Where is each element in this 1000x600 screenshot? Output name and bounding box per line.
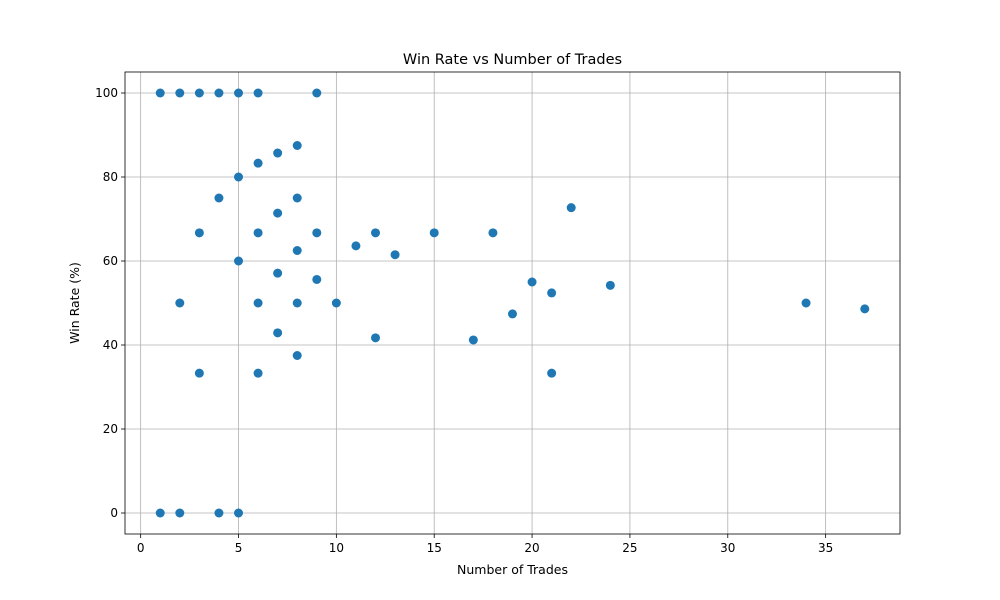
data-point — [351, 241, 361, 251]
data-point — [194, 228, 204, 238]
data-point — [508, 309, 517, 319]
data-point — [175, 88, 185, 98]
data-point — [801, 298, 811, 308]
grid-lines — [125, 72, 900, 534]
data-point — [547, 288, 557, 298]
y-axis-label: Win Rate (%) — [67, 262, 82, 344]
data-point — [390, 250, 400, 260]
data-point — [253, 228, 263, 238]
data-point — [292, 298, 302, 308]
data-point — [234, 508, 244, 518]
data-point — [234, 88, 244, 98]
data-point — [488, 228, 498, 238]
data-point — [253, 298, 263, 308]
data-points — [155, 88, 870, 518]
y-tick-label: 80 — [103, 170, 118, 184]
data-point — [253, 88, 263, 98]
x-tick-label: 25 — [622, 541, 637, 555]
data-point — [292, 351, 302, 360]
data-point — [214, 508, 224, 518]
data-point — [566, 203, 576, 213]
x-tick-label: 10 — [329, 541, 344, 555]
x-tick-label: 35 — [818, 541, 833, 555]
data-point — [312, 274, 322, 284]
x-tick-label: 0 — [137, 541, 145, 555]
data-point — [292, 141, 302, 150]
data-point — [527, 277, 537, 287]
data-point — [273, 208, 283, 218]
x-tick-label: 15 — [427, 541, 442, 555]
y-tick-label: 40 — [103, 338, 118, 352]
y-tick-label: 60 — [103, 254, 118, 268]
data-point — [468, 335, 478, 345]
data-point — [371, 333, 381, 343]
x-tick-label: 30 — [720, 541, 735, 555]
data-point — [292, 246, 302, 255]
data-point — [253, 368, 263, 378]
y-tick-label: 100 — [95, 86, 118, 100]
data-point — [155, 88, 165, 98]
data-point — [547, 368, 557, 378]
data-point — [860, 304, 870, 314]
data-point — [175, 508, 185, 518]
data-point — [273, 328, 283, 338]
x-tick-label: 5 — [235, 541, 243, 555]
axis-ticks: 0 5 10 15 20 25 30 35 0 20 40 60 80 100 — [95, 86, 833, 555]
x-axis-label: Number of Trades — [457, 562, 568, 577]
data-point — [429, 228, 439, 238]
y-tick-label: 0 — [110, 506, 118, 520]
data-point — [175, 298, 185, 308]
data-point — [253, 158, 263, 168]
data-point — [371, 228, 381, 238]
x-tick-label: 20 — [524, 541, 539, 555]
data-point — [273, 148, 283, 158]
data-point — [292, 193, 302, 203]
data-point — [234, 256, 244, 266]
data-point — [214, 88, 224, 98]
chart-title: Win Rate vs Number of Trades — [403, 52, 622, 68]
data-point — [605, 280, 615, 290]
data-point — [155, 508, 165, 518]
data-point — [194, 88, 204, 98]
data-point — [312, 88, 322, 98]
data-point — [194, 368, 204, 378]
data-point — [214, 193, 224, 203]
y-tick-label: 20 — [103, 422, 118, 436]
data-point — [312, 228, 322, 238]
data-point — [331, 298, 341, 308]
data-point — [273, 268, 283, 278]
data-point — [234, 172, 244, 182]
plot-frame — [124, 71, 901, 535]
